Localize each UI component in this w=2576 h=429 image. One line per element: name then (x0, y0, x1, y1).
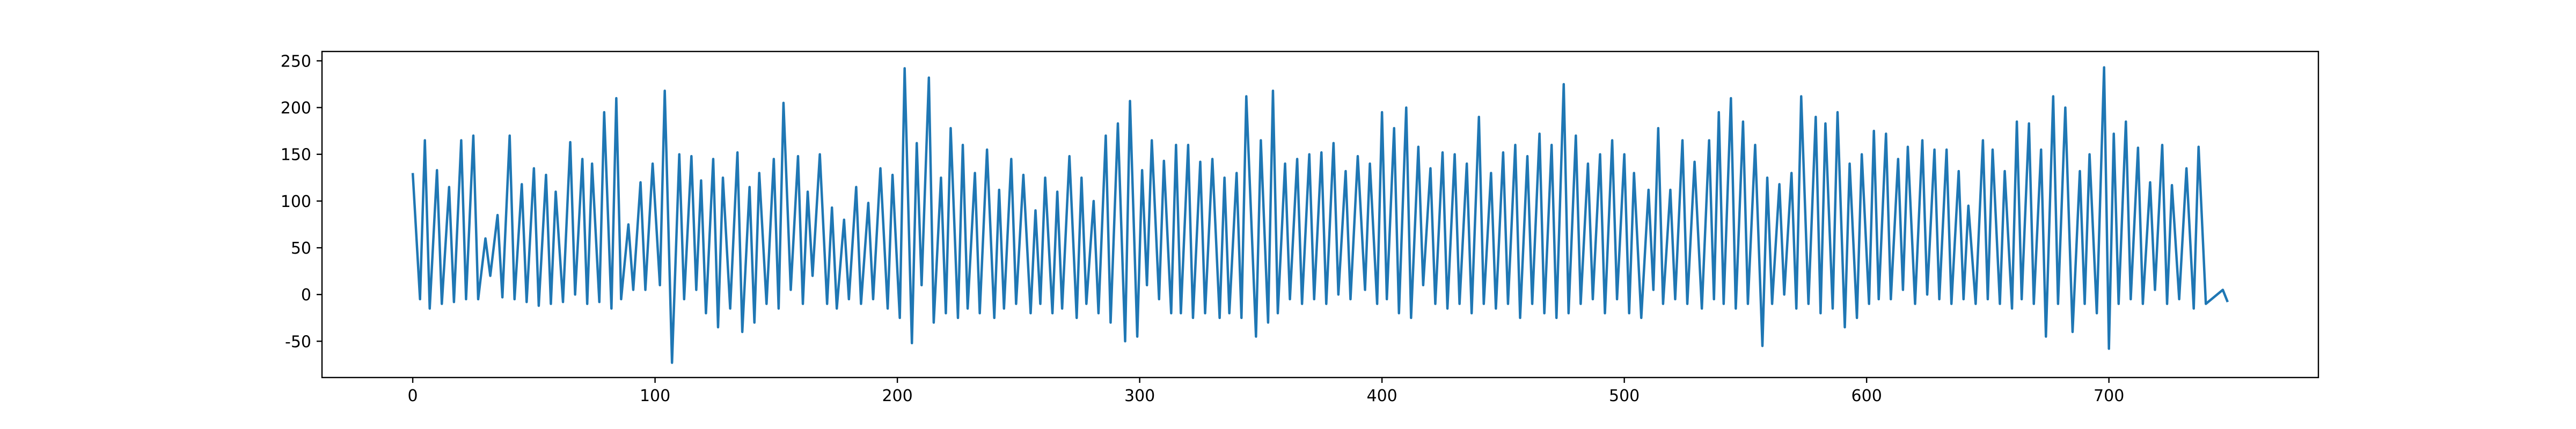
y-tick-label: 150 (281, 146, 311, 165)
y-tick-label: -50 (285, 332, 311, 351)
y-tick-label: 250 (281, 52, 311, 71)
x-tick-label: 300 (1124, 387, 1155, 405)
data-line (411, 66, 2229, 364)
x-tick-label: 600 (1851, 387, 1882, 405)
x-tick-label: 0 (408, 387, 418, 405)
x-tick-label: 200 (882, 387, 912, 405)
y-tick-label: 0 (301, 286, 311, 305)
axes-frame (321, 50, 2319, 379)
y-tick-label: 50 (291, 239, 311, 258)
y-tick-label: 100 (281, 193, 311, 211)
x-tick-label: 400 (1367, 387, 1397, 405)
x-tick-label: 500 (1609, 387, 1640, 405)
x-tick-label: 700 (2094, 387, 2124, 405)
x-tick-label: 100 (640, 387, 670, 405)
y-tick-label: 200 (281, 99, 311, 118)
